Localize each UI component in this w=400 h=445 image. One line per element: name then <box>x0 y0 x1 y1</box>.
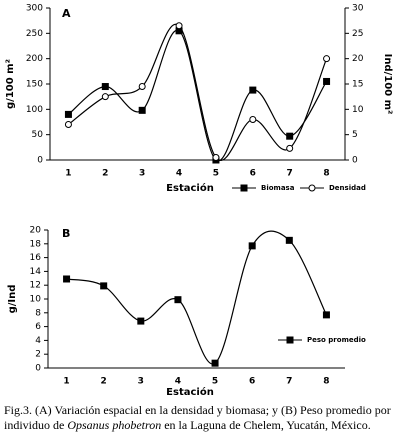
y2-axis-label: Ind/100 m² <box>382 54 393 115</box>
y-tick-label: 8 <box>35 308 41 318</box>
marker <box>63 275 71 283</box>
x-tick-label: 2 <box>101 377 107 387</box>
y-tick-label: 16 <box>30 253 42 263</box>
legend-marker <box>240 184 248 192</box>
x-tick-label: 1 <box>63 377 69 387</box>
y-tick-label: 4 <box>35 336 41 346</box>
y2-tick-label: 25 <box>352 29 363 39</box>
x-tick-label: 8 <box>323 169 329 179</box>
y-axis-label: g/100 m² <box>5 59 16 109</box>
y2-tick-label: 20 <box>352 54 364 64</box>
marker <box>100 282 108 290</box>
y-tick-label: 20 <box>30 226 42 236</box>
panel-label: A <box>62 7 71 20</box>
marker <box>64 110 72 118</box>
y-tick-label: 250 <box>26 29 43 39</box>
panel-label: B <box>62 227 70 240</box>
marker <box>249 115 257 123</box>
marker <box>249 86 257 94</box>
marker <box>175 22 183 30</box>
y-tick-label: 50 <box>32 130 44 140</box>
marker <box>175 27 183 35</box>
x-tick-label: 4 <box>175 377 181 387</box>
marker <box>174 296 182 304</box>
y-tick-label: 18 <box>30 239 42 249</box>
x-tick-label: 2 <box>102 169 108 179</box>
marker <box>322 311 330 319</box>
x-tick-label: 7 <box>287 169 293 179</box>
legend-marker <box>286 336 294 344</box>
marker <box>101 83 109 91</box>
caption: Fig.3. (A) Variación espacial en la dens… <box>4 403 396 433</box>
x-tick-label: 4 <box>176 169 182 179</box>
y-tick-label: 12 <box>30 281 41 291</box>
caption-text: en la Laguna de Chelem, Yucatán, México. <box>164 418 371 432</box>
y-tick-label: 2 <box>35 350 41 360</box>
y-tick-label: 150 <box>26 80 43 90</box>
marker <box>137 317 145 325</box>
species-name: Opsanus phobetron <box>67 418 162 432</box>
marker <box>248 242 256 250</box>
y2-tick-label: 0 <box>352 156 358 166</box>
y-tick-label: 10 <box>30 295 42 305</box>
x-tick-label: 7 <box>286 377 292 387</box>
x-tick-label: 8 <box>323 377 329 387</box>
x-tick-label: 5 <box>212 377 218 387</box>
y-tick-label: 6 <box>35 322 41 332</box>
x-axis-label: Estación <box>166 386 214 398</box>
y-tick-label: 300 <box>26 4 43 14</box>
y-tick-label: 0 <box>37 156 43 166</box>
marker <box>323 77 331 85</box>
marker <box>101 93 109 101</box>
y-tick-label: 200 <box>26 54 43 64</box>
y-tick-label: 0 <box>35 364 41 374</box>
x-tick-label: 6 <box>250 169 256 179</box>
marker <box>138 106 146 114</box>
y2-tick-label: 5 <box>352 130 358 140</box>
legend-label: Biomasa <box>261 184 295 192</box>
y2-tick-label: 15 <box>352 80 363 90</box>
series-line <box>68 29 328 162</box>
marker <box>285 236 293 244</box>
marker <box>212 153 220 161</box>
marker <box>138 83 146 91</box>
marker <box>64 121 72 129</box>
series-line <box>66 230 327 365</box>
x-tick-label: 3 <box>139 169 145 179</box>
x-tick-label: 1 <box>65 169 71 179</box>
y-axis-label: g/Ind <box>7 285 18 314</box>
marker <box>286 132 294 140</box>
y-tick-label: 14 <box>30 267 42 277</box>
series-line <box>68 23 328 161</box>
x-tick-label: 5 <box>213 169 219 179</box>
legend-label: Peso promedio <box>307 336 366 344</box>
x-tick-label: 3 <box>138 377 144 387</box>
x-tick-label: 6 <box>249 377 255 387</box>
marker <box>211 359 219 367</box>
legend-marker <box>308 184 316 192</box>
marker <box>323 55 331 63</box>
y2-tick-label: 10 <box>352 105 364 115</box>
x-axis-label: Estación <box>166 182 214 194</box>
y-tick-label: 100 <box>26 105 43 115</box>
marker <box>286 144 294 152</box>
y2-tick-label: 30 <box>352 4 364 14</box>
legend-label: Densidad <box>329 184 366 192</box>
caption-text: Fig.3. (A) Variación espacial en la dens… <box>4 403 391 432</box>
